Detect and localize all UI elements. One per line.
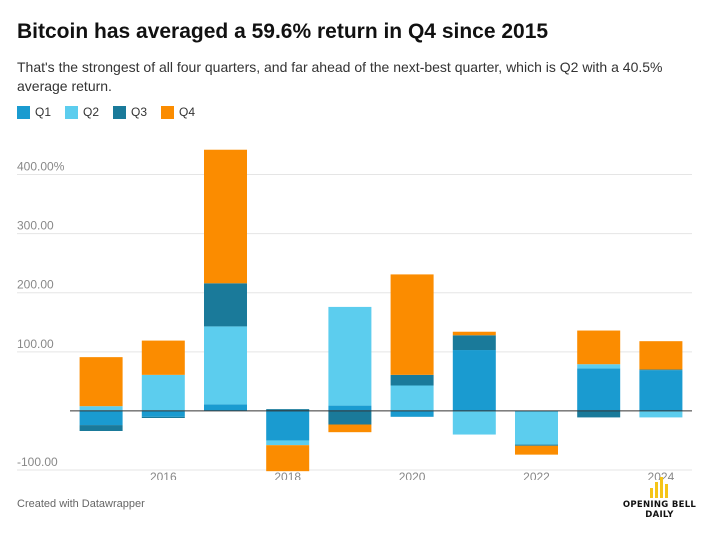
bar-q3-2023	[577, 410, 621, 418]
bar-q4-2021	[452, 331, 496, 336]
opening-bell-daily-logo: OPENING BELL DAILY	[622, 476, 697, 522]
x-tick-label: 2020	[399, 470, 426, 480]
bar-q3-2019	[328, 410, 372, 425]
bar-q4-2018	[266, 445, 310, 472]
bell-bars-icon	[650, 477, 668, 498]
bar-q1-2019	[328, 405, 372, 411]
x-tick-label: 2018	[274, 470, 301, 480]
legend-item-q4: Q4	[161, 105, 195, 119]
bar-q1-2016	[141, 410, 185, 417]
bar-q4-2020	[390, 274, 434, 375]
y-tick-label: 200.00	[17, 278, 54, 292]
legend-label-q4: Q4	[179, 105, 196, 119]
bar-q2-2021	[452, 410, 496, 435]
bar-q1-2023	[577, 368, 621, 411]
bar-q2-2018	[266, 440, 310, 446]
bar-q2-2024	[639, 410, 683, 418]
bar-q1-2015	[79, 410, 123, 426]
bar-q4-2016	[141, 340, 185, 375]
legend-swatch-q3	[113, 105, 127, 119]
bar-q2-2015	[79, 406, 123, 411]
legend-swatch-q2	[65, 105, 79, 119]
bar-q2-2022	[515, 411, 558, 445]
y-tick-label: 400.00%	[17, 160, 65, 174]
bar-q3-2017	[204, 283, 247, 327]
bar-q4-2022	[515, 445, 558, 455]
legend-item-q2: Q2	[65, 105, 99, 119]
legend-label-q2: Q2	[83, 105, 100, 119]
bar-q1-2017	[204, 404, 247, 411]
stacked-bar-chart: -100.00 100.00 200.00 300.00 400.00% 2016 2018…	[17, 149, 692, 480]
y-tick-label: -100.00	[17, 455, 58, 469]
bar-q3-2018	[266, 409, 310, 411]
bar-q3-2020	[390, 374, 434, 386]
bar-q3-2024	[639, 369, 683, 371]
bar-q1-2020	[390, 410, 434, 417]
bar-q1-2018	[266, 410, 310, 441]
bar-q3-2021	[452, 335, 496, 351]
footer-credit: Created with Datawrapper	[17, 498, 145, 510]
legend-label-q1: Q1	[35, 105, 52, 119]
bar-q4-2019	[328, 424, 372, 433]
legend-swatch-q4	[161, 105, 175, 119]
bar-q4-2023	[577, 330, 621, 365]
x-tick-label: 2022	[523, 470, 550, 480]
bar-q3-2016	[141, 416, 185, 418]
y-tick-label: 100.00	[17, 337, 54, 351]
chart-title: Bitcoin has averaged a 59.6% return in Q…	[17, 20, 549, 43]
x-tick-label: 2024	[648, 470, 675, 480]
legend: Q1 Q2 Q3 Q4	[17, 105, 195, 119]
legend-item-q1: Q1	[17, 105, 51, 119]
logo-line1: OPENING BELL	[622, 500, 697, 510]
bar-q2-2019	[328, 306, 372, 406]
bar-q2-2023	[577, 364, 621, 369]
legend-swatch-q1	[17, 105, 30, 119]
x-tick-label: 2016	[150, 470, 177, 480]
y-tick-label: 300.00	[17, 219, 54, 233]
legend-label-q3: Q3	[131, 105, 148, 119]
bar-q2-2020	[390, 385, 434, 411]
bar-q2-2017	[204, 326, 247, 405]
bar-q4-2017	[204, 149, 247, 284]
bar-q4-2015	[79, 357, 123, 407]
bar-q4-2024	[639, 341, 683, 370]
bar-q1-2024	[639, 370, 683, 411]
chart-subtitle: That's the strongest of all four quarter…	[17, 59, 663, 94]
bar-q1-2021	[452, 350, 496, 411]
legend-item-q3: Q3	[113, 105, 147, 119]
bar-q3-2022	[515, 444, 558, 446]
bar-q2-2016	[141, 374, 185, 411]
bar-q3-2015	[79, 425, 123, 431]
logo-line2: DAILY	[645, 510, 674, 520]
